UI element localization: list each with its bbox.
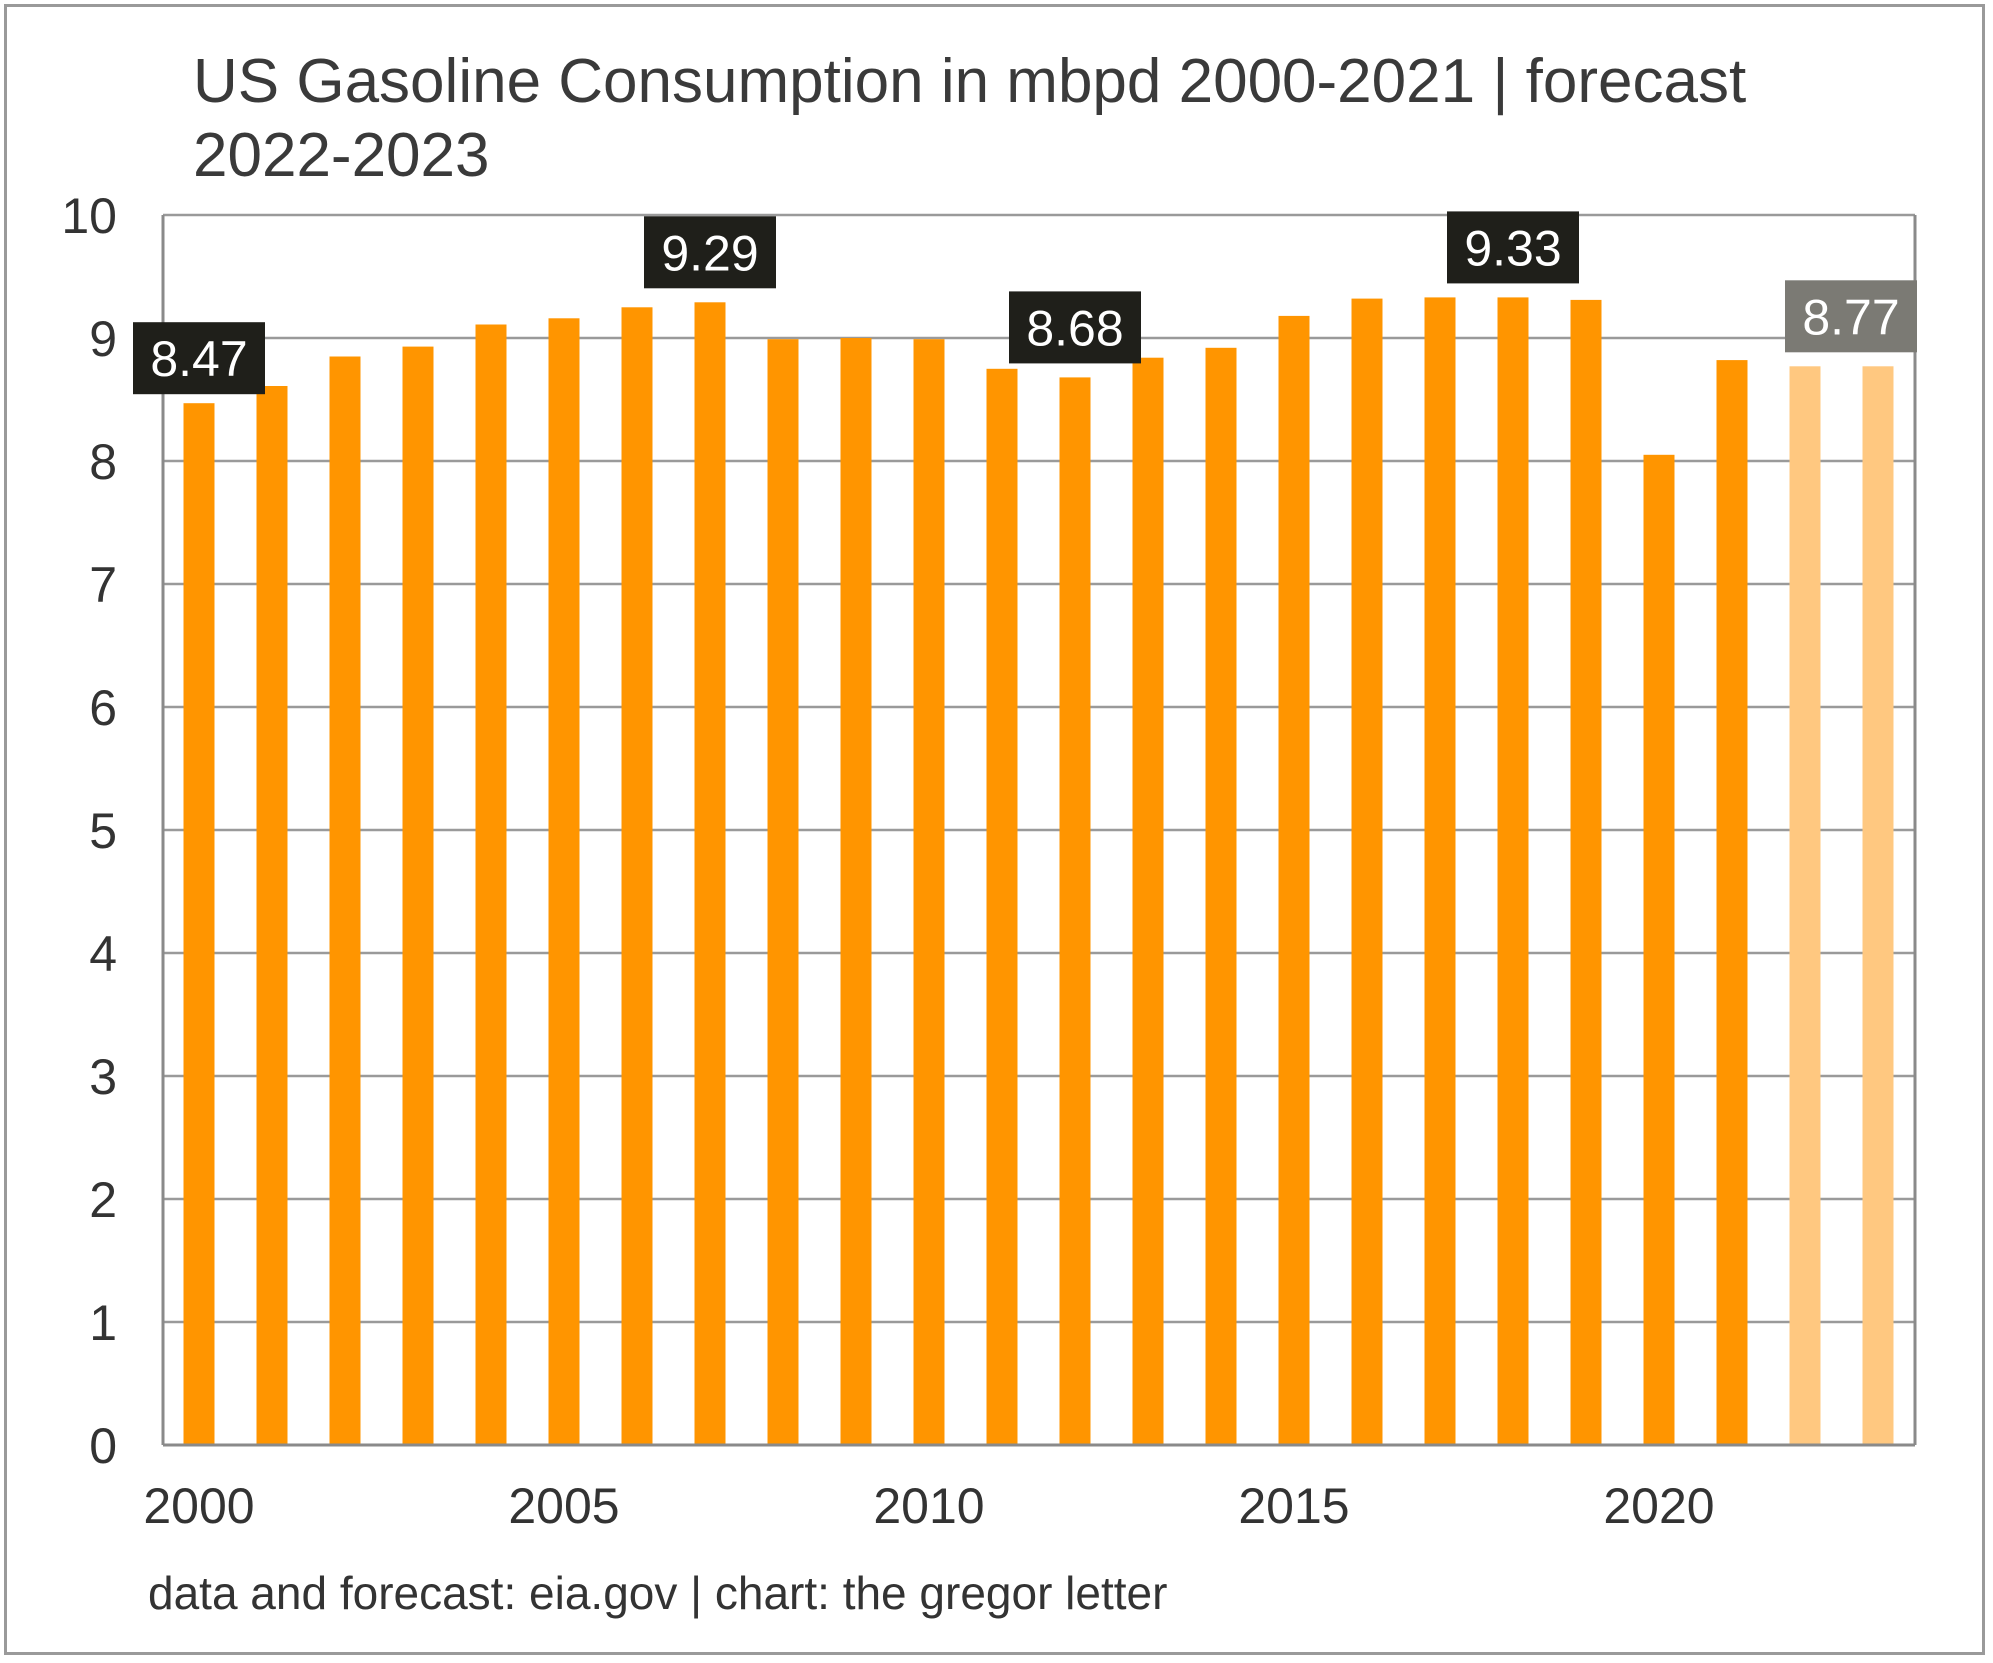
x-tick-label-2005: 2005 — [508, 1478, 619, 1534]
bar-2013 — [1132, 357, 1164, 1446]
callout-2000: 8.47 — [133, 322, 265, 395]
bar-2009 — [840, 338, 872, 1445]
callout-box-2012 — [1009, 291, 1141, 364]
y-tick-label-9: 9 — [89, 311, 117, 367]
bar-2008 — [767, 339, 799, 1446]
bar-2006 — [621, 307, 653, 1446]
bar-2018 — [1497, 297, 1529, 1445]
bar-2022 — [1789, 366, 1821, 1445]
y-tick-label-1: 1 — [89, 1295, 117, 1351]
bar-2002 — [329, 356, 361, 1445]
callout-2007: 9.29 — [644, 216, 776, 289]
bar-2023 — [1862, 366, 1894, 1445]
y-tick-label-8: 8 — [89, 434, 117, 490]
callout-label-2000: 8.47 — [150, 331, 247, 387]
callout-label-2018: 9.33 — [1464, 220, 1561, 276]
y-tick-label-3: 3 — [89, 1049, 117, 1105]
callout-2023: 8.77 — [1785, 280, 1917, 353]
y-tick-label-7: 7 — [89, 557, 117, 613]
chart-frame — [4, 4, 1985, 1655]
bar-2000 — [183, 403, 215, 1446]
y-tick-label-10: 10 — [61, 188, 117, 244]
bar-2004 — [475, 324, 507, 1445]
callout-box-2000 — [133, 322, 265, 395]
value-callouts: 8.47 9.29 8.68 9.33 8.77 — [133, 211, 1917, 395]
x-tick-label-2010: 2010 — [873, 1478, 984, 1534]
source-note: data and forecast: eia.gov | chart: the … — [148, 1567, 1167, 1619]
bar-2011 — [986, 368, 1018, 1446]
callout-box-2023 — [1785, 280, 1917, 353]
y-tick-label-4: 4 — [89, 926, 117, 982]
bar-2017 — [1424, 297, 1456, 1445]
y-tick-label-2: 2 — [89, 1172, 117, 1228]
callout-2018: 9.33 — [1447, 211, 1579, 284]
y-tick-label-6: 6 — [89, 680, 117, 736]
bar-2007 — [694, 302, 726, 1445]
x-tick-label-2000: 2000 — [143, 1478, 254, 1534]
callout-box-2018 — [1447, 211, 1579, 284]
chart-title: US Gasoline Consumption in mbpd 2000-202… — [193, 47, 1746, 190]
axes — [161, 215, 1917, 1447]
bar-2005 — [548, 318, 580, 1445]
bar-2003 — [402, 346, 434, 1446]
callout-2012: 8.68 — [1009, 291, 1141, 364]
callout-label-2012: 8.68 — [1026, 300, 1123, 356]
y-tick-label-5: 5 — [89, 803, 117, 859]
callout-label-2023: 8.77 — [1802, 289, 1899, 345]
bar-2014 — [1205, 347, 1237, 1445]
bar-2001 — [256, 386, 288, 1445]
x-axis-ticks: 2000 2005 2010 2015 2020 — [143, 1478, 1714, 1534]
bar-2012 — [1059, 377, 1091, 1445]
y-axis-ticks: 0 1 2 3 4 5 6 7 8 9 10 — [61, 188, 117, 1474]
bar-2020 — [1643, 454, 1675, 1445]
callout-box-2007 — [644, 216, 776, 289]
bar-2016 — [1351, 298, 1383, 1446]
x-tick-label-2015: 2015 — [1238, 1478, 1349, 1534]
bar-2015 — [1278, 315, 1310, 1445]
bars — [183, 297, 1894, 1446]
callout-label-2007: 9.29 — [661, 225, 758, 281]
chart-title-line-2: 2022-2023 — [193, 121, 490, 190]
bar-2010 — [913, 339, 945, 1446]
y-tick-label-0: 0 — [89, 1418, 117, 1474]
bar-2019 — [1570, 299, 1602, 1445]
chart-title-line-1: US Gasoline Consumption in mbpd 2000-202… — [193, 47, 1746, 116]
x-tick-label-2020: 2020 — [1603, 1478, 1714, 1534]
bar-2021 — [1716, 360, 1748, 1446]
